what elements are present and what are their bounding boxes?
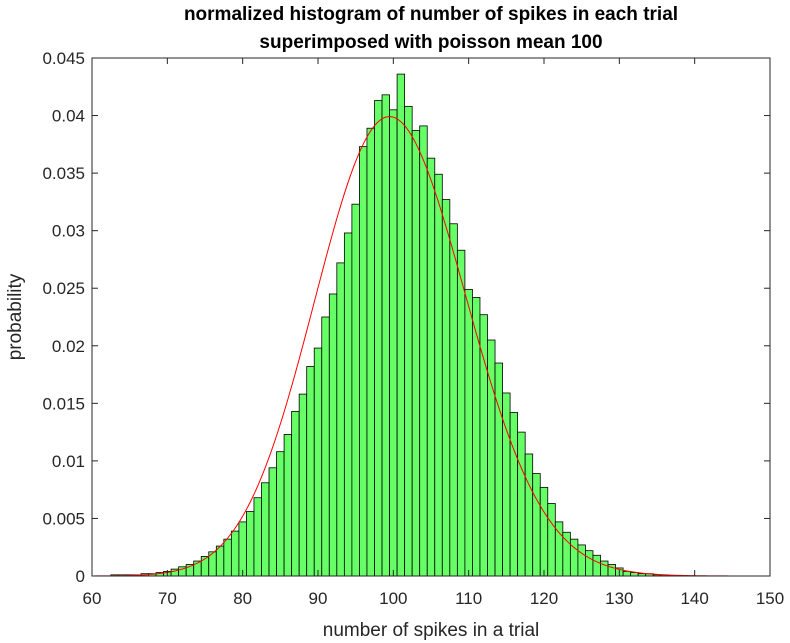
chart-title-line-1: normalized histogram of number of spikes…	[184, 4, 678, 25]
histogram-bar	[313, 347, 323, 577]
histogram-bar	[449, 223, 458, 577]
x-tick-label: 100	[379, 589, 407, 608]
histogram-bar	[374, 100, 383, 577]
y-tick-label: 0.015	[42, 394, 85, 413]
histogram-bar	[577, 544, 586, 577]
histogram-bar	[215, 545, 225, 577]
y-tick-label: 0.04	[52, 107, 85, 126]
x-tick-label: 90	[309, 589, 328, 608]
y-tick-label: 0.045	[42, 49, 85, 68]
histogram-bar	[253, 497, 262, 577]
histogram-bar	[268, 467, 277, 577]
histogram-bar	[230, 530, 240, 577]
histogram-bar	[509, 412, 519, 577]
y-tick-label: 0.03	[52, 222, 85, 241]
x-tick-label: 110	[455, 589, 482, 608]
histogram-bar	[261, 482, 270, 577]
histogram-bar	[434, 173, 443, 577]
chart-title-line-2: superimposed with poisson mean 100	[259, 32, 602, 53]
histogram-bar	[328, 293, 338, 577]
x-tick-label: 150	[756, 589, 784, 608]
histogram-bar	[351, 203, 360, 577]
histogram-bar	[622, 570, 632, 577]
histogram-bar	[562, 531, 571, 577]
x-axis-ticks: 60 70 80 90 100 110 120 130 140 150	[83, 58, 784, 608]
histogram-bar	[404, 105, 413, 577]
histogram-bar	[366, 127, 375, 577]
histogram-bar	[456, 249, 466, 577]
histogram-bar	[359, 146, 368, 577]
histogram-bar	[343, 232, 353, 577]
histogram-bar	[396, 73, 406, 577]
y-tick-label: 0	[76, 567, 85, 586]
histogram-bar	[291, 410, 300, 577]
y-tick-label: 0.01	[52, 452, 85, 471]
axes-box	[91, 57, 771, 577]
histogram-bar	[494, 362, 503, 577]
histogram-bar	[502, 392, 511, 577]
histogram-bar	[389, 109, 398, 577]
histogram-bar	[283, 434, 293, 577]
x-tick-label: 60	[83, 589, 102, 608]
histogram-bar	[600, 560, 609, 577]
histogram-bar	[238, 521, 247, 577]
histogram-bar	[592, 554, 601, 577]
histogram-bar	[585, 550, 594, 577]
histogram-bar	[246, 511, 255, 577]
x-tick-label: 130	[605, 589, 633, 608]
y-axis-ticks: 0 0.005 0.01 0.015 0.02 0.025 0.03 0.035 0.04 0.0…	[42, 49, 770, 586]
x-tick-label: 70	[158, 589, 177, 608]
histogram-bar	[419, 125, 428, 577]
y-tick-label: 0.02	[52, 337, 85, 356]
y-tick-label: 0.025	[42, 279, 85, 298]
poisson-curve	[91, 116, 770, 577]
x-axis-label: number of spikes in a trial	[323, 620, 540, 641]
histogram-bar	[472, 297, 481, 577]
histogram-bar	[547, 503, 556, 577]
x-tick-label: 140	[680, 589, 708, 608]
histogram-bar	[441, 199, 451, 577]
histogram-bar	[532, 473, 541, 577]
histogram-bar	[411, 130, 421, 577]
histogram-bar	[298, 393, 308, 577]
histogram-bar	[223, 538, 232, 577]
histogram-bar	[321, 316, 330, 577]
y-tick-label: 0.005	[42, 509, 85, 528]
histogram-bar	[426, 157, 436, 577]
x-tick-label: 120	[530, 589, 558, 608]
histogram-bar	[630, 572, 639, 577]
histogram-bars	[110, 73, 669, 577]
histogram-bar	[276, 451, 285, 577]
histogram-bar	[539, 486, 549, 577]
x-tick-label: 80	[233, 589, 252, 608]
histogram-bar	[524, 453, 534, 577]
histogram-bar	[381, 94, 390, 577]
y-axis-label: probability	[5, 273, 26, 360]
histogram-bar	[306, 366, 315, 577]
histogram-bar	[464, 288, 473, 577]
histogram-bar	[479, 314, 488, 577]
histogram-bar	[200, 556, 210, 577]
y-tick-label: 0.035	[42, 164, 85, 183]
histogram-bar	[517, 431, 526, 577]
histogram-bar	[336, 262, 345, 577]
